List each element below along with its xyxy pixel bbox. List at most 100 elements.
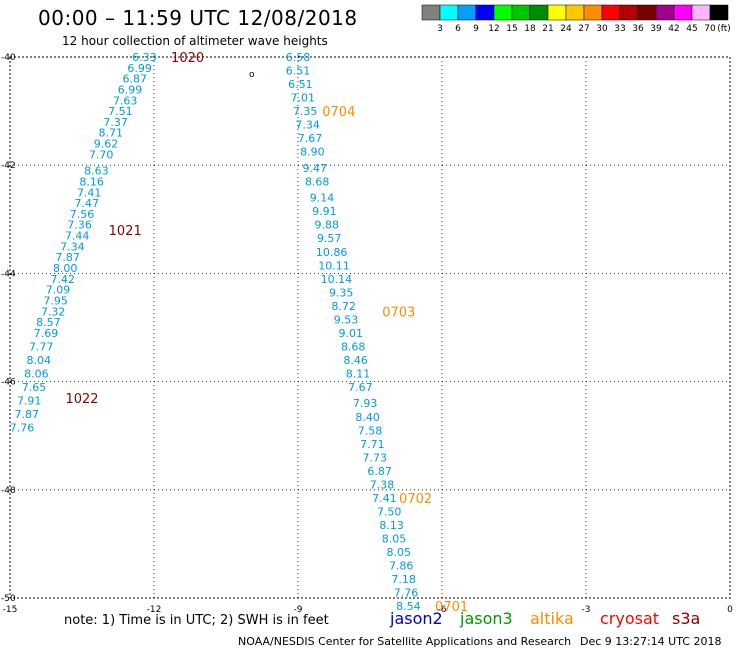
lon-tick-label: -12 [147,605,162,615]
wave-height-value: 8.63 [84,165,109,178]
satellite-name: cryosat [600,609,659,628]
wave-height-value: 7.50 [377,505,402,518]
wave-height-value: 8.06 [24,367,49,380]
legend-swatch [637,4,657,21]
wave-height-value: 8.05 [382,532,407,545]
pass-time-label: 1021 [109,224,142,239]
wave-height-value: 7.32 [41,305,66,318]
wave-height-value: 7.18 [391,573,416,586]
lat-tick-label: -42 [1,161,16,171]
wave-height-value: 6.87 [367,465,392,478]
lat-tick-label: -44 [1,269,16,279]
wave-height-value: 9.53 [334,313,359,326]
legend-label: 30 [596,24,608,34]
wave-height-value: 7.41 [77,186,102,199]
wave-height-value: 8.13 [379,519,404,532]
legend-label: 6 [455,24,461,34]
lat-lon-grid [9,56,731,599]
legend-label: 15 [506,24,517,34]
legend-swatch [709,4,729,21]
satellite-name: altika [530,609,574,628]
lon-tick-label: 0 [727,605,733,615]
wave-height-value: 6.51 [286,65,311,78]
wave-height-value: 7.41 [372,492,397,505]
legend-label: 45 [686,24,697,34]
wave-height-value: 7.76 [394,587,419,600]
legend-label: 36 [632,24,644,34]
legend-swatch [511,4,531,21]
axis-tick-labels: -15 -12 -9 -6 -3 0 -40 -42 -44 -46 -48 -50 [1,53,733,615]
wave-height-value: 9.88 [315,219,340,232]
legend-swatch [529,4,549,21]
wave-height-value: 6.58 [286,51,311,64]
legend-swatch [457,4,477,21]
wave-height-value: 7.95 [43,294,68,307]
lon-tick-label: -15 [3,605,18,615]
page-subtitle: 12 hour collection of altimeter wave hei… [62,34,328,48]
legend-label: 12 [488,24,499,34]
wave-height-value: 9.91 [312,205,337,218]
legend-swatch [565,4,585,21]
wave-height-value: 7.42 [51,273,76,286]
lon-tick-label: -9 [294,605,303,615]
wave-height-value: 8.40 [355,411,380,424]
legend-swatch [673,4,693,21]
wave-height-value: 7.69 [34,327,59,340]
wave-height-value: 7.76 [10,422,35,435]
wave-height-value: 8.46 [343,354,368,367]
lon-tick-label: -6 [438,605,447,615]
wave-height-value: 8.68 [305,175,330,188]
lat-tick-label: -50 [1,594,16,604]
wave-height-value: 7.67 [298,132,323,145]
wave-height-value: 7.38 [370,478,395,491]
wave-height-value: 6.87 [123,73,148,86]
pass-time-label: 1022 [65,392,98,407]
footer-note: note: 1) Time is in UTC; 2) SWH is in fe… [64,613,329,628]
wave-height-value: 6.99 [118,83,143,96]
wave-height-value: 7.87 [55,251,80,264]
wave-height-value: 7.67 [348,381,373,394]
wave-height-value: 9.14 [310,192,335,205]
wave-height-value: 10.11 [318,259,350,272]
wave-height-value: 8.68 [341,340,366,353]
legend-swatch [619,4,639,21]
legend-label: 18 [524,24,536,34]
lon-tick-label: -3 [582,605,591,615]
satellite-name: jason3 [459,609,513,628]
legend-label: 70 [704,24,716,34]
wave-height-value: 7.34 [295,119,320,132]
wave-height-value: 7.36 [67,219,92,232]
legend-label: 33 [614,24,625,34]
legend-swatch [475,4,495,21]
wave-height-value: 7.63 [113,94,138,107]
wave-height-value: 8.54 [396,600,421,613]
wave-height-value: 7.70 [89,148,114,161]
wave-height-value: 7.71 [360,438,385,451]
lat-tick-label: -48 [1,486,16,496]
wave-height-value: 7.01 [291,92,316,105]
wave-height-value: 10.14 [321,273,353,286]
wave-height-value: 8.04 [27,354,52,367]
legend-label: 24 [560,24,572,34]
wave-height-value: 10.86 [316,246,348,259]
color-legend: 3 6 9 12 15 18 21 24 27 30 33 36 39 42 45 70 (ft) [421,4,731,34]
wave-height-value: 7.35 [293,105,318,118]
legend-swatch [439,4,459,21]
legend-label: 39 [650,24,662,34]
page-title: 00:00 – 11:59 UTC 12/08/2018 [38,6,358,30]
wave-height-value: 7.51 [108,105,133,118]
wave-height-value: 8.57 [36,316,61,329]
wave-height-value: 8.90 [300,146,325,159]
satellite-name: s3a [672,609,700,628]
wave-height-value: 7.34 [60,240,85,253]
timestamp-text: Dec 9 13:27:14 UTC 2018 [580,635,721,648]
legend-unit: (ft) [717,24,731,34]
legend-swatch [655,4,675,21]
satellite-legend: jason2 jason3 altika cryosat s3a [389,609,700,628]
pass-time-label: 0703 [382,305,415,320]
wave-height-value: 7.91 [17,395,42,408]
wave-height-value: 7.47 [75,197,100,210]
wave-height-value: 7.73 [363,451,388,464]
wave-height-value: 8.11 [346,367,371,380]
wave-height-value: 9.62 [94,138,119,151]
